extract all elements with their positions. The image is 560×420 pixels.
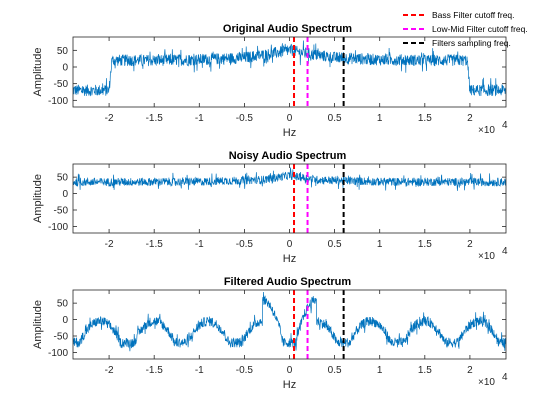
y-tick-label: 0: [62, 63, 68, 74]
x-tick-label: -0.5: [236, 113, 254, 124]
x-tick-label: 1.5: [418, 113, 432, 124]
x-tick-label: 2: [467, 365, 473, 376]
y-tick-label: 50: [57, 173, 69, 184]
y-axis-label: Amplitude: [32, 174, 44, 223]
x-axis-label: Hz: [283, 253, 296, 265]
subplot-1: -2 -1.5 -1 -0.5 0 0.5 1 1.5 2 50 0 -50 -100 Original …: [32, 23, 508, 139]
x-tick-label: -1: [195, 113, 204, 124]
x-tick-label: 0.5: [328, 113, 342, 124]
legend-sampling-label: Filters sampling freq.: [432, 38, 511, 48]
y-tick-label: 0: [62, 315, 68, 326]
x-exponent-value: 4: [502, 246, 508, 257]
x-exponent-label: ×10: [478, 125, 495, 136]
x-exponent-value: 4: [502, 120, 508, 131]
signal-series: [73, 40, 506, 97]
y-tick-label: -100: [48, 222, 68, 233]
legend: Bass Filter cutoff freq. Low-Mid Filter …: [403, 10, 528, 48]
x-tick-label: 1: [377, 113, 383, 124]
y-tick-label: 0: [62, 189, 68, 200]
chart-title: Original Audio Spectrum: [223, 23, 352, 35]
y-tick-label: 50: [57, 299, 69, 310]
y-tick-label: -100: [48, 348, 68, 359]
x-tick-label: 2: [467, 113, 473, 124]
x-tick-label: 0: [287, 239, 293, 250]
x-tick-label: 0.5: [328, 365, 342, 376]
axes-box: [72, 289, 507, 360]
signal-series: [73, 291, 506, 352]
y-tick-label: -50: [54, 206, 69, 217]
subplot-3: -2 -1.5 -1 -0.5 0 0.5 1 1.5 2 50 0 -50 -100 Filtered …: [32, 276, 508, 391]
y-tick-label: -50: [54, 79, 69, 90]
x-tick-label: 1.5: [418, 365, 432, 376]
x-tick-label: -2: [105, 113, 114, 124]
y-tick-label: -50: [54, 332, 69, 343]
x-tick-label: -1: [195, 365, 204, 376]
legend-bass-label: Bass Filter cutoff freq.: [432, 10, 515, 20]
chart-title: Filtered Audio Spectrum: [224, 276, 352, 288]
x-tick-label: 0.5: [328, 239, 342, 250]
x-exponent-label: ×10: [478, 251, 495, 262]
y-tick-label: -100: [48, 96, 68, 107]
subplot-2: -2 -1.5 -1 -0.5 0 0.5 1 1.5 2 50 0 -50 -100 Noisy Aud…: [32, 150, 508, 265]
x-tick-label: 1: [377, 365, 383, 376]
x-tick-label: 2: [467, 239, 473, 250]
x-tick-label: -2: [105, 239, 114, 250]
x-tick-label: 0: [287, 365, 293, 376]
x-tick-label: 1.5: [418, 239, 432, 250]
x-axis-label: Hz: [283, 127, 296, 139]
x-tick-label: -0.5: [236, 365, 254, 376]
x-tick-label: -1.5: [146, 113, 164, 124]
signal-series: [73, 167, 506, 191]
x-tick-label: 0: [287, 113, 293, 124]
y-axis-label: Amplitude: [32, 48, 44, 97]
chart-title: Noisy Audio Spectrum: [229, 150, 347, 162]
x-tick-label: -1: [195, 239, 204, 250]
y-tick-label: 50: [57, 46, 69, 57]
x-exponent-label: ×10: [478, 377, 495, 388]
x-exponent-value: 4: [502, 372, 508, 383]
x-tick-label: -2: [105, 365, 114, 376]
y-axis-label: Amplitude: [32, 300, 44, 349]
x-tick-label: -1.5: [146, 365, 164, 376]
legend-lowmid-label: Low-Mid Filter cutoff freq.: [432, 24, 528, 34]
x-axis-label: Hz: [283, 379, 296, 391]
x-tick-label: 1: [377, 239, 383, 250]
x-tick-label: -1.5: [146, 239, 164, 250]
x-tick-label: -0.5: [236, 239, 254, 250]
